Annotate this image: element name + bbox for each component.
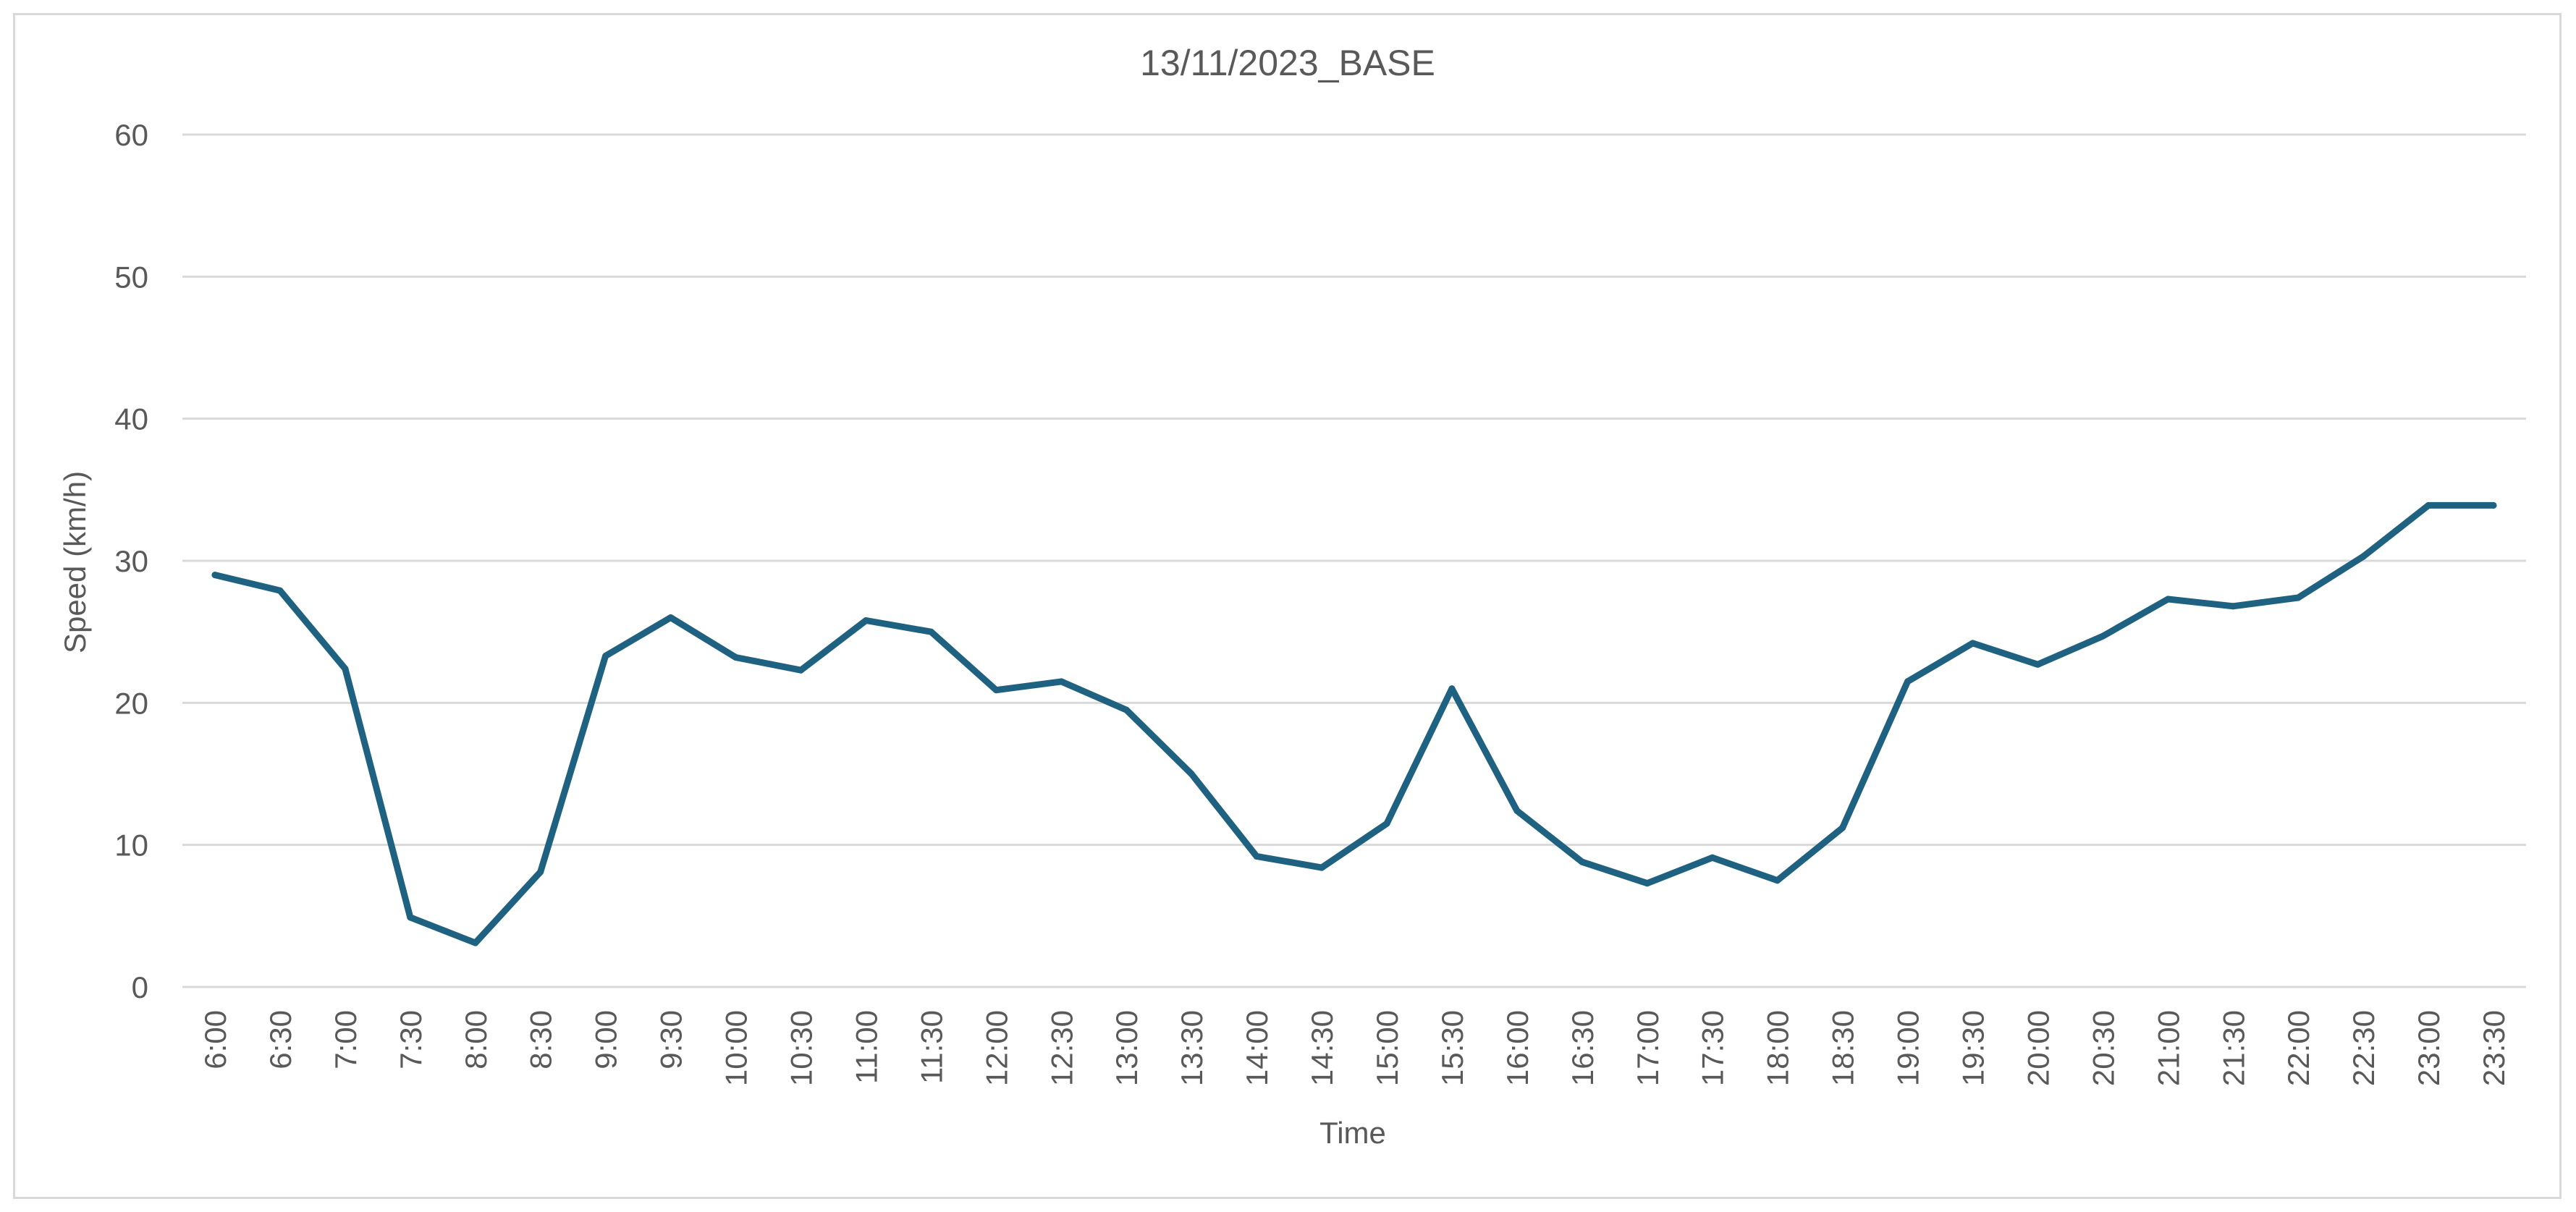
data-point	[1253, 852, 1260, 860]
x-tick-label: 23:30	[2477, 1010, 2511, 1086]
x-tick-label: 12:00	[979, 1010, 1013, 1086]
data-point	[1579, 858, 1586, 865]
chart-title: 13/11/2023_BASE	[1140, 43, 1435, 83]
data-point	[342, 665, 349, 672]
data-point	[2164, 596, 2171, 603]
x-tick-label: 16:30	[1566, 1010, 1600, 1086]
data-point	[1969, 640, 1976, 647]
data-point	[1188, 771, 1195, 777]
data-point	[1904, 678, 1911, 685]
data-point	[602, 653, 609, 659]
x-tick-label: 13:30	[1175, 1010, 1209, 1086]
x-tick-label: 19:00	[1891, 1010, 1925, 1086]
data-point	[1644, 880, 1651, 887]
data-point	[2099, 632, 2106, 640]
data-point	[276, 587, 284, 594]
y-tick-label: 10	[114, 829, 148, 863]
x-tick-label: 12:30	[1044, 1010, 1078, 1086]
x-tick-label: 8:00	[459, 1010, 493, 1069]
data-point	[862, 617, 869, 624]
data-point	[537, 868, 544, 876]
x-axis-title: Time	[1319, 1116, 1386, 1150]
y-tick-label: 60	[114, 118, 148, 152]
data-point	[1383, 820, 1390, 827]
x-tick-label: 11:00	[849, 1010, 883, 1084]
data-point	[472, 939, 479, 946]
data-point	[2360, 553, 2367, 560]
data-point	[1057, 678, 1065, 685]
data-points	[211, 501, 2497, 946]
data-point	[667, 614, 675, 621]
data-point	[992, 687, 1000, 694]
x-tick-label: 9:00	[589, 1010, 623, 1069]
x-tick-label: 15:30	[1435, 1010, 1469, 1086]
y-tick-label: 0	[132, 970, 148, 1004]
data-point	[1318, 864, 1325, 871]
data-point	[798, 666, 804, 674]
x-tick-label: 18:00	[1761, 1010, 1795, 1086]
data-point	[927, 628, 934, 635]
x-tick-label: 14:00	[1240, 1010, 1274, 1086]
x-tick-label: 7:30	[394, 1010, 428, 1069]
x-tick-label: 6:00	[198, 1010, 232, 1069]
y-tick-label: 50	[114, 260, 148, 294]
x-tick-label: 15:00	[1370, 1010, 1404, 1086]
y-tick-label: 30	[114, 544, 148, 578]
data-point	[1839, 824, 1846, 831]
x-tick-label: 23:00	[2412, 1010, 2446, 1086]
data-point	[2490, 501, 2497, 509]
data-point	[1774, 877, 1781, 884]
data-point	[2425, 501, 2432, 509]
x-tick-label: 17:00	[1631, 1010, 1665, 1086]
data-point	[211, 572, 219, 579]
data-point	[2034, 661, 2041, 668]
chart-frame	[13, 13, 2562, 1199]
x-tick-label: 8:30	[524, 1010, 558, 1069]
x-tick-label: 22:00	[2281, 1010, 2315, 1086]
data-point	[1513, 808, 1521, 814]
x-tick-label: 21:30	[2216, 1010, 2250, 1086]
x-tick-label: 19:30	[1956, 1010, 1990, 1086]
x-tick-label: 18:30	[1826, 1010, 1860, 1086]
y-axis-ticks: 0 10 20 30 40 50 60	[114, 118, 148, 1004]
data-point	[1123, 706, 1130, 713]
x-tick-label: 10:00	[719, 1010, 753, 1086]
data-point	[1709, 854, 1716, 861]
x-tick-label: 6:30	[263, 1010, 297, 1069]
data-point	[732, 654, 739, 661]
x-tick-label: 10:30	[784, 1010, 818, 1086]
data-point	[407, 914, 414, 921]
x-tick-label: 21:00	[2151, 1010, 2185, 1086]
x-tick-label: 9:30	[654, 1010, 688, 1069]
x-tick-label: 17:30	[1696, 1010, 1730, 1086]
x-tick-label: 13:00	[1110, 1010, 1144, 1086]
y-tick-label: 40	[114, 402, 148, 436]
y-tick-label: 20	[114, 686, 148, 720]
data-point	[2294, 594, 2302, 601]
x-tick-label: 22:30	[2347, 1010, 2381, 1086]
x-tick-label: 20:30	[2086, 1010, 2120, 1086]
x-axis-ticks: 6:00 6:30 7:00 7:30 8:00 8:30 9:00 9:30 10:00 10:…	[198, 1010, 2511, 1086]
x-tick-label: 14:30	[1305, 1010, 1339, 1086]
series-line	[211, 501, 2497, 946]
data-point	[1448, 685, 1456, 692]
data-point	[2229, 603, 2237, 610]
x-tick-label: 16:00	[1500, 1010, 1534, 1086]
x-tick-label: 20:00	[2021, 1010, 2055, 1086]
y-axis-title: Speed (km/h)	[58, 471, 92, 653]
x-tick-label: 7:00	[329, 1010, 363, 1069]
x-tick-label: 11:30	[914, 1010, 948, 1084]
gridlines	[182, 133, 2526, 988]
